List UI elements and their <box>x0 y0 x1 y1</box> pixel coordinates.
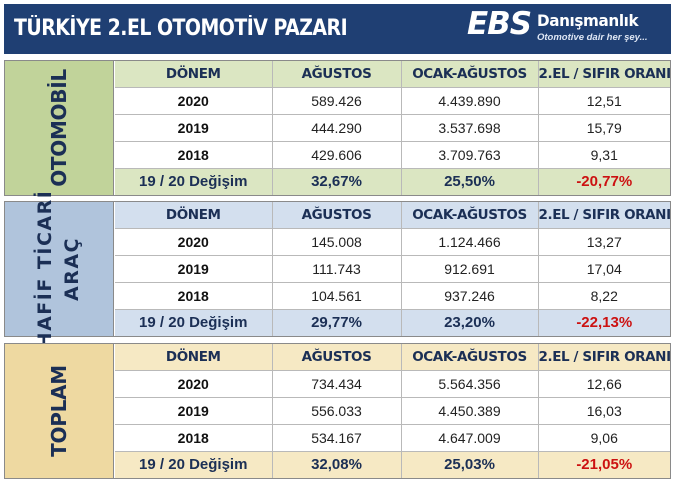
change-value: 25,50% <box>400 168 538 195</box>
column-header: DÖNEM <box>115 61 272 89</box>
column-header: 2.EL / SIFIR ORANI <box>537 202 670 230</box>
year-cell: 2019 <box>115 114 272 142</box>
logo-tagline: Otomotive dair her şey... <box>537 32 648 43</box>
change-value: 32,08% <box>271 451 401 478</box>
table-cell: 734.434 <box>271 370 401 399</box>
section-label-text: TOPLAM <box>46 365 72 457</box>
data-table: DÖNEM AĞUSTOS OCAK-AĞUSTOS 2.EL / SIFIR … <box>115 61 670 195</box>
year-cell: 2018 <box>115 424 272 452</box>
change-label: 19 / 20 Değişim <box>115 168 272 195</box>
section-hafif-ticari: HAFİF TİCARİ ARAÇ DÖNEM AĞUSTOS OCAK-AĞU… <box>4 190 671 348</box>
page-title: TÜRKİYE 2.EL OTOMOTİV PAZARI <box>14 16 348 41</box>
column-header: AĞUSTOS <box>271 61 401 89</box>
table-cell: 8,22 <box>537 282 670 310</box>
column-header: AĞUSTOS <box>271 344 401 372</box>
change-value: 32,67% <box>271 168 401 195</box>
table-cell: 3.537.698 <box>400 114 538 142</box>
year-cell: 2019 <box>115 397 272 425</box>
section-label-line: TOPLAM <box>47 365 71 457</box>
column-header: 2.EL / SIFIR ORANI <box>537 61 670 89</box>
table-cell: 429.606 <box>271 141 401 169</box>
year-cell: 2018 <box>115 141 272 169</box>
section-label-line: ARAÇ <box>61 237 83 301</box>
table-cell: 444.290 <box>271 114 401 142</box>
change-value-negative: -20,77% <box>537 168 670 195</box>
year-cell: 2019 <box>115 255 272 283</box>
table-cell: 111.743 <box>271 255 401 283</box>
table-cell: 15,79 <box>537 114 670 142</box>
logo-ebs-text: EBS <box>467 6 532 42</box>
change-value: 23,20% <box>400 309 538 336</box>
column-header: DÖNEM <box>115 344 272 372</box>
section-label: TOPLAM <box>5 344 114 478</box>
year-cell: 2020 <box>115 87 272 116</box>
table-row: 2020 589.426 4.439.890 12,51 <box>115 87 670 116</box>
table-row: 2019 444.290 3.537.698 15,79 <box>115 114 670 142</box>
table-row: 2019 111.743 912.691 17,04 <box>115 255 670 283</box>
table-header-row: DÖNEM AĞUSTOS OCAK-AĞUSTOS 2.EL / SIFIR … <box>115 202 670 230</box>
column-header: AĞUSTOS <box>271 202 401 230</box>
change-row: 19 / 20 Değişim 29,77% 23,20% -22,13% <box>115 309 670 336</box>
section-label: HAFİF TİCARİ ARAÇ <box>5 190 114 348</box>
table-cell: 937.246 <box>400 282 538 310</box>
table-row: 2020 145.008 1.124.466 13,27 <box>115 228 670 257</box>
table-header-row: DÖNEM AĞUSTOS OCAK-AĞUSTOS 2.EL / SIFIR … <box>115 61 670 89</box>
page-header: TÜRKİYE 2.EL OTOMOTİV PAZARI EBS Danışma… <box>4 4 671 54</box>
change-row: 19 / 20 Değişim 32,08% 25,03% -21,05% <box>115 451 670 478</box>
table-cell: 5.564.356 <box>400 370 538 399</box>
section-otomobil: OTOMOBİL DÖNEM AĞUSTOS OCAK-AĞUSTOS 2.EL… <box>4 60 671 196</box>
data-table: DÖNEM AĞUSTOS OCAK-AĞUSTOS 2.EL / SIFIR … <box>115 344 670 478</box>
table-cell: 3.709.763 <box>400 141 538 169</box>
table-header-row: DÖNEM AĞUSTOS OCAK-AĞUSTOS 2.EL / SIFIR … <box>115 344 670 372</box>
table-cell: 9,06 <box>537 424 670 452</box>
table-cell: 12,51 <box>537 87 670 116</box>
table-row: 2018 429.606 3.709.763 9,31 <box>115 141 670 169</box>
ebs-logo: EBS Danışmanlık Otomotive dair her şey..… <box>467 6 663 48</box>
section-label-text: HAFİF TİCARİ ARAÇ <box>32 190 86 349</box>
table-row: 2018 534.167 4.647.009 9,06 <box>115 424 670 452</box>
column-header: DÖNEM <box>115 202 272 230</box>
table-cell: 12,66 <box>537 370 670 399</box>
change-label: 19 / 20 Değişim <box>115 451 272 478</box>
table-cell: 13,27 <box>537 228 670 257</box>
year-cell: 2020 <box>115 228 272 257</box>
column-header: 2.EL / SIFIR ORANI <box>537 344 670 372</box>
change-value-negative: -21,05% <box>537 451 670 478</box>
year-cell: 2020 <box>115 370 272 399</box>
table-cell: 17,04 <box>537 255 670 283</box>
section-label-line: OTOMOBİL <box>47 69 71 187</box>
table-cell: 1.124.466 <box>400 228 538 257</box>
change-value: 25,03% <box>400 451 538 478</box>
table-cell: 9,31 <box>537 141 670 169</box>
table-row: 2020 734.434 5.564.356 12,66 <box>115 370 670 399</box>
column-header: OCAK-AĞUSTOS <box>400 344 538 372</box>
data-table: DÖNEM AĞUSTOS OCAK-AĞUSTOS 2.EL / SIFIR … <box>115 202 670 336</box>
section-label-text: OTOMOBİL <box>46 69 72 187</box>
table-cell: 912.691 <box>400 255 538 283</box>
column-header: OCAK-AĞUSTOS <box>400 61 538 89</box>
change-label: 19 / 20 Değişim <box>115 309 272 336</box>
table-row: 2019 556.033 4.450.389 16,03 <box>115 397 670 425</box>
table-cell: 16,03 <box>537 397 670 425</box>
table-cell: 4.439.890 <box>400 87 538 116</box>
table-cell: 145.008 <box>271 228 401 257</box>
table-cell: 556.033 <box>271 397 401 425</box>
logo-brand-text: Danışmanlık <box>537 11 639 30</box>
table-cell: 534.167 <box>271 424 401 452</box>
section-label-line: HAFİF TİCARİ <box>34 189 56 349</box>
section-toplam: TOPLAM DÖNEM AĞUSTOS OCAK-AĞUSTOS 2.EL /… <box>4 343 671 479</box>
column-header: OCAK-AĞUSTOS <box>400 202 538 230</box>
section-label: OTOMOBİL <box>5 61 114 195</box>
table-cell: 104.561 <box>271 282 401 310</box>
table-cell: 4.647.009 <box>400 424 538 452</box>
table-row: 2018 104.561 937.246 8,22 <box>115 282 670 310</box>
year-cell: 2018 <box>115 282 272 310</box>
change-value: 29,77% <box>271 309 401 336</box>
table-cell: 4.450.389 <box>400 397 538 425</box>
change-row: 19 / 20 Değişim 32,67% 25,50% -20,77% <box>115 168 670 195</box>
table-cell: 589.426 <box>271 87 401 116</box>
change-value-negative: -22,13% <box>537 309 670 336</box>
